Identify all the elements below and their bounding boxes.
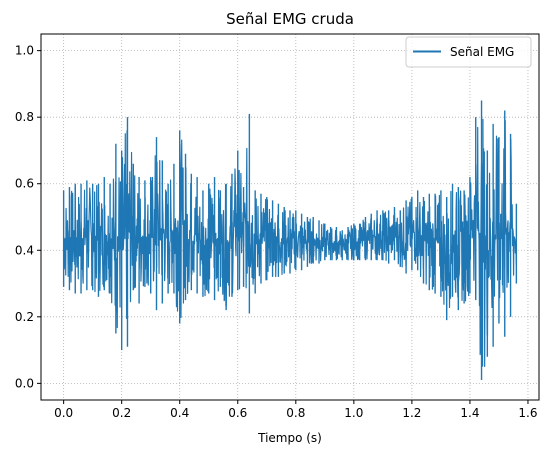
chart-title: Señal EMG cruda	[226, 10, 354, 28]
x-tick-label: 1.4	[460, 406, 479, 420]
y-tick-label: 0.0	[15, 376, 34, 390]
y-tick-label: 1.0	[15, 44, 34, 58]
x-tick-label: 1.2	[402, 406, 421, 420]
legend: Señal EMG	[406, 37, 531, 67]
y-tick-label: 0.2	[15, 310, 34, 324]
y-tick-label: 0.4	[15, 243, 34, 257]
x-tick-label: 1.0	[344, 406, 363, 420]
y-tick-label: 0.8	[15, 110, 34, 124]
x-tick-label: 0.2	[112, 406, 131, 420]
x-tick-label: 0.8	[286, 406, 305, 420]
x-tick-label: 0.0	[54, 406, 73, 420]
x-tick-label: 0.6	[228, 406, 247, 420]
x-axis-label: Tiempo (s)	[257, 431, 322, 445]
legend-label-senal-emg: Señal EMG	[450, 45, 514, 59]
x-tick-label: 1.6	[518, 406, 537, 420]
y-tick-label: 0.6	[15, 177, 34, 191]
x-tick-label: 0.4	[170, 406, 189, 420]
